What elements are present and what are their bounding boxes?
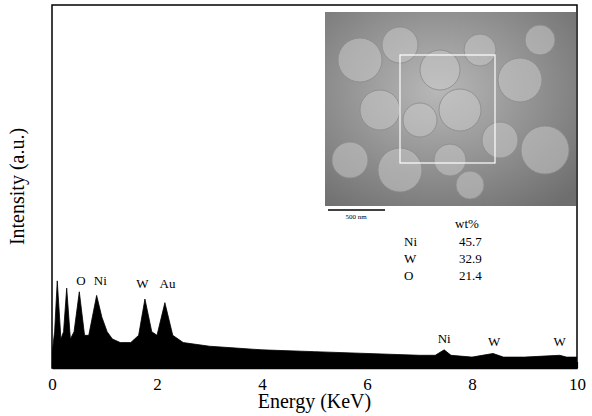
sem-texture — [464, 34, 496, 66]
table-element: O — [404, 268, 413, 283]
x-tick: 2 — [153, 362, 162, 394]
peak-label: W — [136, 276, 149, 291]
sem-texture — [434, 144, 466, 176]
x-tick-label: 0 — [48, 375, 57, 394]
scale-bar — [328, 209, 385, 211]
sem-texture — [525, 25, 555, 55]
sem-texture — [338, 38, 382, 82]
x-tick: 10 — [569, 362, 586, 394]
plot: 0246810ONiWAuNiWW — [48, 5, 586, 394]
sem-inset: 500 nm — [325, 12, 576, 224]
table-header: wt% — [455, 216, 479, 231]
sem-selection — [400, 55, 495, 163]
table-element: W — [404, 251, 417, 266]
composition-table: wt% Ni 45.7 W 32.9 O 21.4 — [404, 216, 482, 283]
x-tick-mark — [262, 362, 263, 368]
table-value: 32.9 — [459, 251, 482, 266]
spectrum — [52, 281, 577, 368]
sem-image — [325, 12, 576, 208]
sem-texture — [521, 126, 569, 174]
x-tick: 8 — [468, 362, 477, 394]
sem-texture — [403, 103, 437, 137]
scale-bar-label: 500 nm — [345, 213, 367, 221]
x-tick-mark — [52, 362, 53, 368]
peak-label: Au — [160, 276, 176, 291]
x-tick-mark — [577, 362, 578, 368]
peak-label: Ni — [94, 273, 107, 288]
peak-label: W — [554, 334, 567, 349]
table-value: 21.4 — [459, 268, 482, 283]
peak-label: Ni — [438, 331, 451, 346]
x-tick-label: 2 — [153, 375, 162, 394]
x-tick-mark — [157, 362, 158, 368]
marks — [52, 281, 577, 368]
y-axis-title: Intensity (a.u.) — [6, 128, 29, 245]
x-axis-line — [53, 368, 578, 370]
x-tick: 0 — [48, 362, 57, 394]
x-axis-title: Energy (KeV) — [258, 390, 371, 413]
sem-caption-band — [325, 206, 576, 224]
sem-texture — [332, 142, 368, 178]
x-tick-label: 8 — [468, 375, 477, 394]
sem-texture — [360, 90, 400, 130]
peak-label: O — [76, 273, 85, 288]
sem-texture — [498, 58, 542, 102]
sem-texture — [420, 50, 460, 90]
sem-texture — [439, 89, 481, 131]
frame — [52, 5, 577, 368]
peak-label: W — [488, 334, 501, 349]
x-tick-label: 10 — [569, 375, 586, 394]
x-tick-mark — [367, 362, 368, 368]
table-element: Ni — [404, 234, 417, 249]
chart: 0246810ONiWAuNiWWEnergy (KeV)Intensity (… — [0, 0, 592, 416]
sem-texture — [482, 122, 518, 158]
table-value: 45.7 — [459, 234, 482, 249]
sem-texture — [456, 171, 484, 199]
x-tick-mark — [472, 362, 473, 368]
